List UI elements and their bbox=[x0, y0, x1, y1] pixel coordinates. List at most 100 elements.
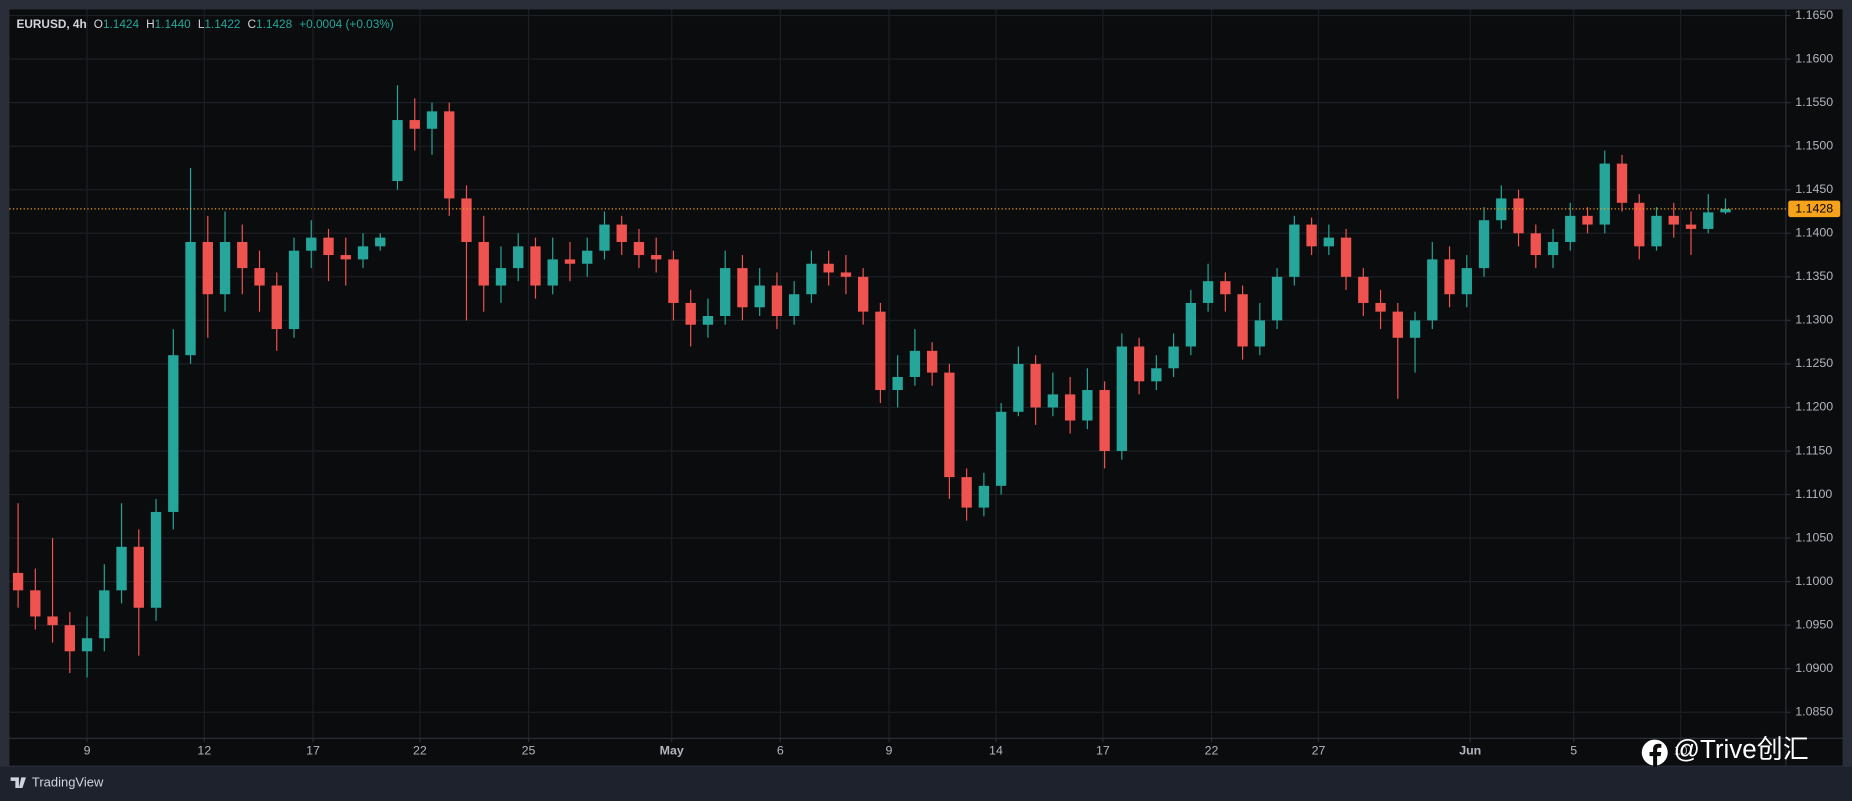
candle-body bbox=[1478, 220, 1490, 269]
ohlc-key: O bbox=[94, 17, 103, 31]
candle-body bbox=[1151, 368, 1162, 382]
candle-body bbox=[685, 302, 696, 325]
candle-body bbox=[409, 120, 420, 129]
candle-body bbox=[461, 198, 472, 242]
brand-name: TradingView bbox=[32, 775, 104, 790]
candle-body bbox=[547, 259, 558, 286]
candle-body bbox=[961, 477, 972, 508]
y-tick-label: 1.1550 bbox=[1795, 95, 1833, 109]
candle-body bbox=[392, 120, 403, 182]
candle-body bbox=[340, 255, 351, 260]
candle-body bbox=[633, 241, 645, 256]
x-tick-label: 10 bbox=[1674, 744, 1688, 758]
candle-body bbox=[771, 285, 783, 317]
candle-body bbox=[926, 350, 938, 373]
candle-body bbox=[702, 316, 714, 325]
candle-body bbox=[857, 276, 869, 312]
ohlc-value: 1.1440 bbox=[155, 17, 192, 31]
x-tick-label: 12 bbox=[197, 744, 211, 758]
chart-background bbox=[9, 9, 1843, 766]
grid bbox=[9, 9, 1786, 739]
candle-body bbox=[530, 246, 541, 286]
candle-body bbox=[754, 285, 765, 308]
candle-body bbox=[1392, 311, 1403, 338]
candle-body bbox=[1582, 215, 1593, 225]
x-tick-label: 22 bbox=[413, 744, 427, 758]
ohlc-value: 1.1428 bbox=[256, 17, 293, 31]
brand-logo: TradingView bbox=[10, 775, 104, 790]
y-tick-label: 1.0900 bbox=[1795, 661, 1833, 675]
candle-body bbox=[30, 590, 41, 617]
candle-body bbox=[1220, 281, 1231, 295]
candle-body bbox=[1185, 302, 1197, 347]
candle-body bbox=[1444, 259, 1455, 295]
candle-body bbox=[1565, 215, 1576, 242]
x-tick-label: 5 bbox=[1570, 744, 1577, 758]
candle-body bbox=[995, 411, 1007, 486]
candle-body bbox=[1099, 390, 1110, 451]
candle-body bbox=[1082, 390, 1093, 421]
y-tick-label: 1.0950 bbox=[1795, 617, 1833, 631]
candle-body bbox=[271, 285, 282, 330]
x-tick-label: 14 bbox=[989, 744, 1003, 758]
candle-body bbox=[1116, 346, 1128, 451]
axes: 1.0850 1.0900 1.0950 1.1000 1.1050 1.1100 1.11… bbox=[9, 8, 1841, 758]
candle-body bbox=[1599, 163, 1610, 225]
candle-body bbox=[1168, 346, 1179, 369]
candle-body bbox=[12, 572, 24, 591]
candle-body bbox=[944, 372, 955, 478]
y-tick-label: 1.1300 bbox=[1795, 313, 1833, 327]
y-tick-label: 1.1100 bbox=[1795, 487, 1832, 501]
candle-body bbox=[737, 268, 748, 308]
x-tick-label: 17 bbox=[306, 744, 320, 758]
candle-body bbox=[788, 294, 800, 317]
candle-body bbox=[564, 259, 576, 264]
candle-body bbox=[823, 263, 834, 273]
candles bbox=[12, 85, 1731, 678]
x-tick-label: 22 bbox=[1205, 744, 1219, 758]
candle-body bbox=[1513, 198, 1524, 234]
legend-header: EURUSD, 4h O1.1424 H1.1440 L1.1422 C1.1428 +0… bbox=[17, 17, 394, 31]
candle-body bbox=[582, 250, 593, 264]
candle-body bbox=[99, 590, 110, 639]
y-tick-label: 1.1250 bbox=[1795, 356, 1833, 370]
candle-body bbox=[288, 250, 300, 330]
candle-body bbox=[306, 237, 317, 251]
candle-body bbox=[1720, 208, 1731, 213]
candle-body bbox=[1616, 163, 1628, 203]
candle-body bbox=[1237, 294, 1248, 347]
candle-body bbox=[254, 268, 265, 286]
candle-body bbox=[1202, 281, 1214, 303]
candle-body bbox=[1685, 224, 1697, 229]
x-tick-label: 27 bbox=[1312, 744, 1326, 758]
candle-body bbox=[806, 263, 817, 295]
candle-body bbox=[1271, 276, 1283, 321]
y-tick-label: 1.1500 bbox=[1795, 138, 1833, 152]
candle-body bbox=[133, 546, 144, 608]
ohlc-value: 1.1422 bbox=[204, 17, 240, 31]
candle-body bbox=[375, 237, 386, 247]
y-tick-label: 1.1200 bbox=[1795, 400, 1833, 414]
candle-body bbox=[875, 311, 886, 391]
candle-body bbox=[1133, 346, 1145, 382]
candle-body bbox=[1634, 202, 1645, 247]
candle-body bbox=[513, 246, 524, 269]
candle-body bbox=[1306, 224, 1317, 247]
candle-body bbox=[1340, 237, 1352, 277]
candle-body bbox=[495, 268, 507, 286]
ohlc-key: H bbox=[146, 17, 155, 31]
candle-body bbox=[1375, 302, 1386, 312]
candle-body bbox=[1064, 394, 1076, 421]
x-tick-label: 9 bbox=[84, 744, 91, 758]
candle-body bbox=[426, 111, 438, 129]
candle-body bbox=[237, 241, 248, 269]
candle-body bbox=[1358, 276, 1369, 303]
candle-body bbox=[1254, 320, 1266, 347]
candle-body bbox=[323, 237, 334, 256]
candle-body bbox=[168, 355, 179, 512]
candle-body bbox=[81, 638, 93, 652]
candle-body bbox=[202, 241, 213, 295]
candle-body bbox=[1530, 233, 1541, 256]
candle-body bbox=[64, 625, 75, 652]
